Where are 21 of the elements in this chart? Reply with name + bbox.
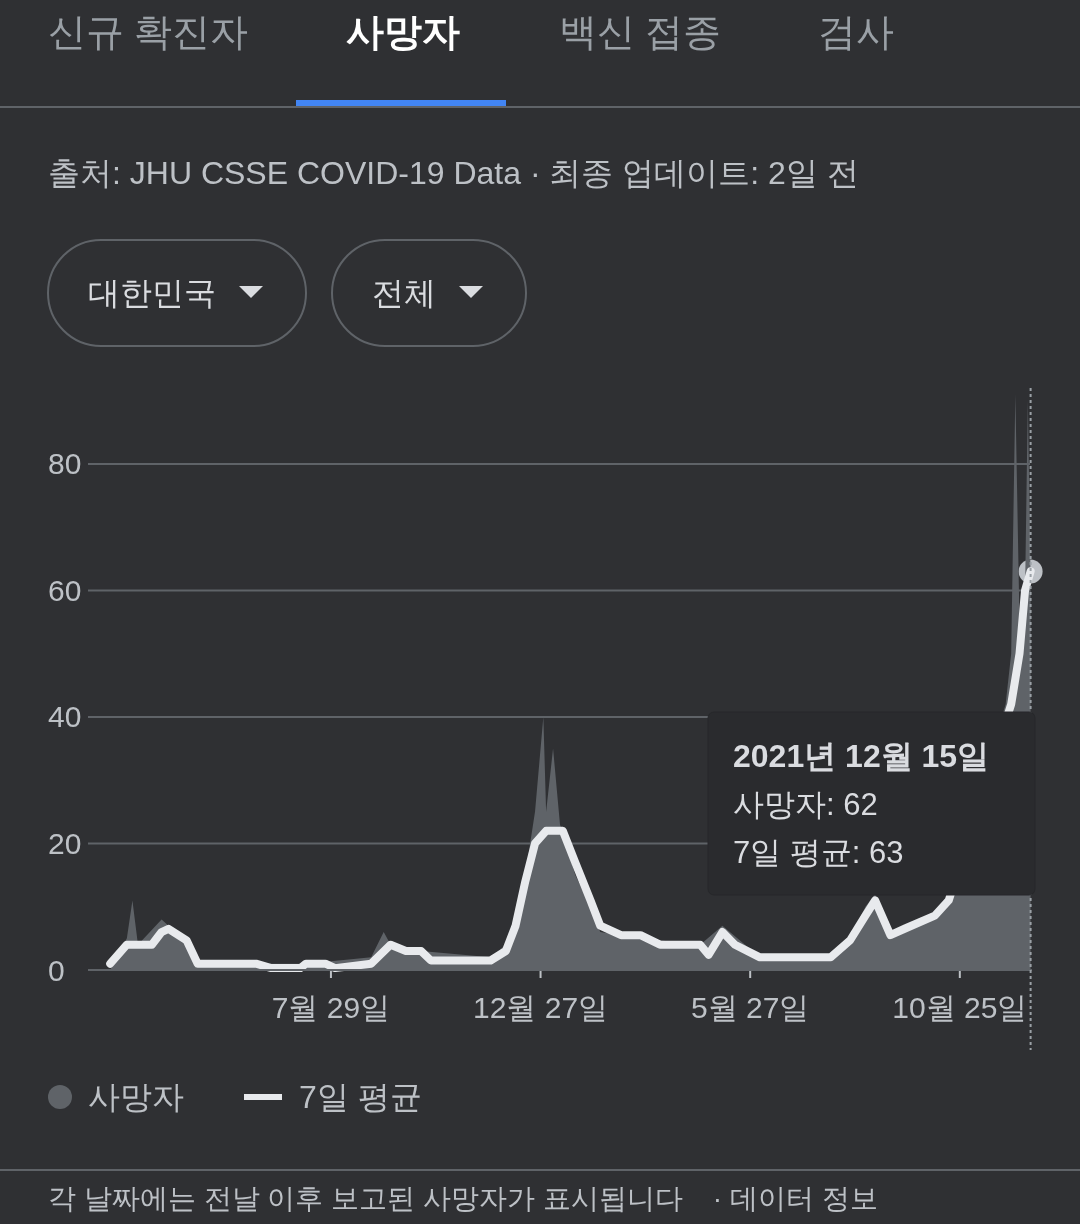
x-tick-label: 7월 29일 — [271, 991, 391, 1024]
text: · 데이터 정보 — [712, 1183, 878, 1214]
annotation: 2021년 12월 15일 사망자: 62 7일 평균: 63 — [733, 738, 990, 870]
y-tick-label: 80 — [48, 447, 82, 481]
x-tick-label: 5월 27일 — [690, 991, 810, 1024]
legend-label: 사망자 — [88, 1079, 184, 1115]
text: 신규 확진자 — [47, 11, 249, 53]
y-tick-label: 60 — [48, 573, 82, 607]
text: 대한민국 — [88, 275, 216, 311]
y-tick-label: 20 — [48, 826, 82, 860]
text: 전체 — [372, 275, 436, 311]
x-tick-label: 12월 27일 — [473, 991, 609, 1024]
x-tick-label: 10월 25일 — [892, 991, 1028, 1024]
legend-label: 7일 평균 — [299, 1079, 422, 1115]
text: 검사 — [818, 11, 894, 53]
chart-title: 사망자 — [346, 11, 460, 53]
text: 백신 접종 — [558, 11, 722, 53]
text: 각 날짜에는 전날 이후 보고된 사망자가 표시됩니다 — [48, 1183, 683, 1214]
y-tick-label: 40 — [48, 700, 82, 734]
chart-subtitle: 출처: JHU CSSE COVID-19 Data · 최종 업데이트: 2일 전 — [48, 155, 859, 191]
y-tick-label: 0 — [48, 953, 65, 987]
